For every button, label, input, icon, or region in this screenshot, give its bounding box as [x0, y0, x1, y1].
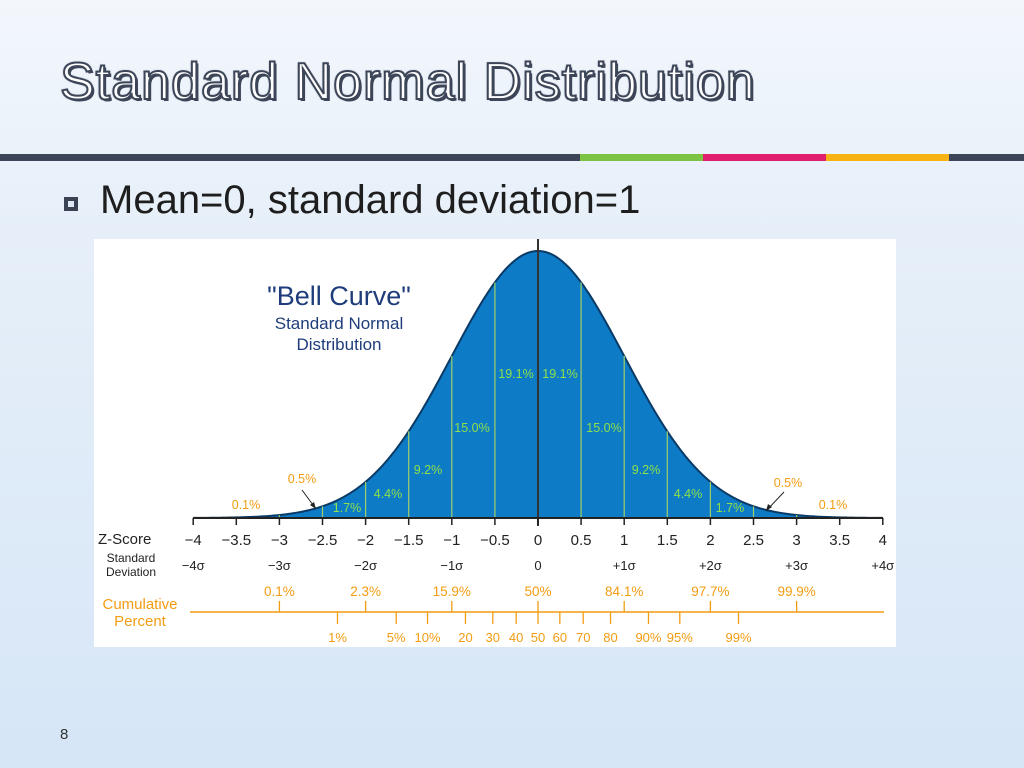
cumulative-top-label: 15.9%	[433, 584, 471, 599]
sd-label: +2σ	[699, 558, 722, 573]
z-tick-label: −3	[271, 532, 288, 549]
cumulative-row-label-2: Percent	[114, 613, 167, 630]
cumulative-bottom-label: 20	[458, 630, 472, 645]
band-percent-label: 0.5%	[288, 472, 317, 486]
z-tick-label: −2.5	[308, 532, 338, 549]
bullet-text: Mean=0, standard deviation=1	[100, 178, 641, 222]
z-tick-label: −1	[443, 532, 460, 549]
sd-label: +3σ	[785, 558, 808, 573]
sd-label: −2σ	[354, 558, 377, 573]
cumulative-bottom-label: 90%	[635, 630, 661, 645]
z-tick-label: 4	[879, 532, 887, 549]
cumulative-top-label: 0.1%	[264, 584, 295, 599]
z-tick-label: −1.5	[394, 532, 424, 549]
band-percent-label: 15.0%	[454, 421, 489, 435]
z-tick-label: −2	[357, 532, 374, 549]
page-number: 8	[60, 726, 69, 743]
left-tail-arrow-head	[310, 502, 316, 509]
chart-subtitle-line2: Distribution	[296, 335, 381, 354]
bell-curve-svg: −4 −3.5 −3 −2.5 −2 −1.5 −1 −0.5 0 0.5 1 1.5 2 2.5 3 3.5…	[98, 239, 894, 645]
sd-label: −4σ	[182, 558, 205, 573]
cumulative-bottom-label: 1%	[328, 630, 347, 645]
cumulative-top-label: 50%	[524, 584, 551, 599]
z-tick-label: 0	[534, 532, 542, 549]
cumulative-bottom-label: 95%	[667, 630, 693, 645]
bullet-square-icon	[64, 197, 78, 211]
title-divider-dark-right	[949, 154, 1024, 161]
band-percent-label: 9.2%	[414, 463, 443, 477]
right-tail-arrow-head	[766, 504, 772, 511]
band-percent-label: 19.1%	[498, 367, 533, 381]
std-row-label-1: Standard	[107, 551, 156, 565]
band-percent-label: 0.1%	[232, 498, 261, 512]
sd-label: +4σ	[871, 558, 894, 573]
band-percent-label: 1.7%	[716, 501, 745, 515]
cumulative-bottom-label: 40	[509, 630, 523, 645]
band-percent-label: 15.0%	[586, 421, 621, 435]
band-percent-label: 4.4%	[374, 487, 403, 501]
cumulative-bottom-label: 30	[486, 630, 500, 645]
cumulative-bottom-label: 50	[531, 630, 545, 645]
band-percent-label: 0.1%	[819, 498, 848, 512]
cumulative-bottom-label: 5%	[387, 630, 406, 645]
title-divider-yellow	[826, 154, 949, 161]
z-tick-label: 3.5	[829, 532, 850, 549]
cumulative-bottom-label: 70	[576, 630, 590, 645]
cumulative-bottom-label: 60	[553, 630, 567, 645]
z-tick-label: 1	[620, 532, 628, 549]
band-percent-label: 19.1%	[542, 367, 577, 381]
band-percent-label: 1.7%	[333, 501, 362, 515]
chart-subtitle-line1: Standard Normal	[275, 314, 404, 333]
sd-label: 0	[534, 558, 541, 573]
band-percent-label: 0.5%	[774, 476, 803, 490]
zscore-row-label: Z-Score	[98, 531, 151, 548]
cumulative-top-label: 97.7%	[691, 584, 729, 599]
cumulative-bottom-label: 99%	[725, 630, 751, 645]
chart-title: "Bell Curve"	[267, 281, 411, 311]
cumulative-bottom-label: 80	[603, 630, 617, 645]
title-divider-dark-left	[0, 154, 580, 161]
z-tick-label: −0.5	[480, 532, 510, 549]
z-tick-label: −3.5	[221, 532, 251, 549]
cumulative-row-label-1: Cumulative	[102, 596, 177, 613]
slide-title: Standard Normal Distribution	[59, 52, 756, 112]
sd-label: +1σ	[613, 558, 636, 573]
title-divider-green	[580, 154, 703, 161]
bell-curve-chart: −4 −3.5 −3 −2.5 −2 −1.5 −1 −0.5 0 0.5 1 1.5 2 2.5 3 3.5…	[94, 239, 896, 647]
z-tick-label: 0.5	[571, 532, 592, 549]
z-tick-label: 2	[706, 532, 714, 549]
band-percent-label: 4.4%	[674, 487, 703, 501]
sd-label: −1σ	[440, 558, 463, 573]
z-tick-label: 3	[792, 532, 800, 549]
band-percent-label: 9.2%	[632, 463, 661, 477]
sd-label: −3σ	[268, 558, 291, 573]
z-tick-label: 1.5	[657, 532, 678, 549]
std-row-label-2: Deviation	[106, 565, 156, 579]
cumulative-top-label: 99.9%	[777, 584, 815, 599]
cumulative-top-label: 2.3%	[350, 584, 381, 599]
title-divider-pink	[703, 154, 826, 161]
cumulative-top-label: 84.1%	[605, 584, 643, 599]
z-tick-label: 2.5	[743, 532, 764, 549]
z-tick-label: −4	[185, 532, 202, 549]
cumulative-bottom-label: 10%	[415, 630, 441, 645]
